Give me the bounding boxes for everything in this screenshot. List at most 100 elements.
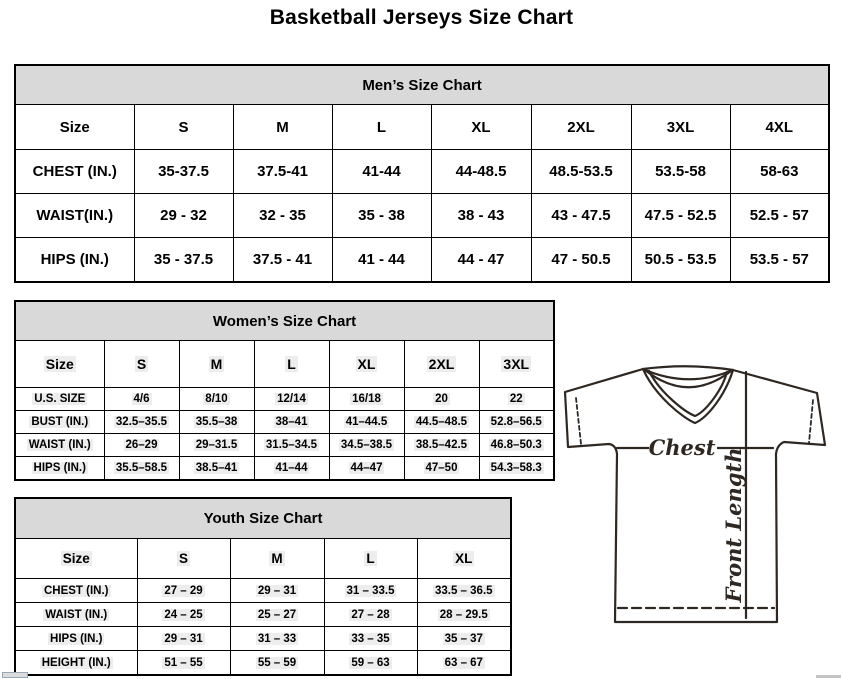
mens-value: 48.5-53.5 — [549, 163, 613, 180]
mens-value-cell: 35 - 38 — [331, 193, 432, 238]
mens-column-header: 4XL — [729, 104, 830, 150]
mens-column-header-label: Size — [59, 118, 90, 136]
mens-row-label: WAIST(IN.) — [36, 207, 114, 224]
womens-value: 52.8–56.5 — [488, 416, 544, 428]
mens-column-header-label: M — [276, 118, 289, 136]
right-cuff-dashed-seam — [808, 399, 814, 444]
mens-column-header-label: 3XL — [666, 118, 695, 136]
womens-column-header-label: S — [134, 356, 149, 372]
womens-value-cell: 31.5–34.5 — [253, 433, 330, 457]
mens-column-header: XL — [430, 104, 532, 150]
jersey-outline — [563, 365, 827, 624]
womens-value-cell: 26–29 — [103, 433, 180, 457]
youth-value-cell: 27 – 28 — [323, 602, 418, 627]
womens-column-header-label: Size — [43, 356, 76, 372]
youth-table-row: CHEST (IN.) 27 – 29 29 – 31 31 – 33.5 33.5 –… — [14, 578, 512, 603]
youth-column-header: Size — [14, 538, 138, 579]
mens-column-header: 2XL — [530, 104, 632, 150]
mens-value-cell: 52.5 - 57 — [729, 193, 830, 238]
youth-row-label: WAIST (IN.) — [43, 608, 110, 621]
womens-value-cell: 41–44.5 — [328, 410, 405, 434]
mens-value-cell: 41 - 44 — [331, 237, 432, 283]
mens-column-header-label: XL — [471, 118, 491, 136]
womens-column-header: 2XL — [403, 340, 480, 388]
mens-column-header: 3XL — [630, 104, 731, 150]
womens-table-title: Women’s Size Chart — [14, 300, 555, 341]
mens-column-header-label: S — [178, 118, 189, 136]
youth-value: 55 – 59 — [255, 656, 299, 669]
youth-row-label-cell: HIPS (IN.) — [14, 626, 138, 651]
mens-table-row: CHEST (IN.) 35-37.5 37.5-41 41-44 44-48.5 48.… — [14, 149, 830, 194]
womens-value-cell: 34.5–38.5 — [328, 433, 405, 457]
womens-column-header-label: 3XL — [501, 356, 532, 372]
womens-table-row: WAIST (IN.) 26–29 29–31.5 31.5–34.5 34.5–38.… — [14, 433, 555, 457]
youth-table-row: HEIGHT (IN.) 51 – 55 55 – 59 59 – 63 63 – 67 — [14, 650, 512, 676]
youth-value: 63 – 67 — [442, 656, 485, 669]
youth-value-cell: 25 – 27 — [229, 602, 325, 627]
youth-row-label: CHEST (IN.) — [41, 584, 111, 597]
youth-value-cell: 33.5 – 36.5 — [416, 578, 512, 603]
youth-table-row: HIPS (IN.) 29 – 31 31 – 33 33 – 35 35 – 37 — [14, 626, 512, 651]
womens-table-row: U.S. SIZE 4/6 8/10 12/14 16/18 20 22 — [14, 387, 555, 411]
mens-value-cell: 35-37.5 — [133, 149, 234, 194]
mens-value: 43 - 47.5 — [551, 207, 611, 224]
womens-column-header-label: XL — [355, 356, 378, 372]
womens-value-cell: 38.5–41 — [178, 456, 255, 481]
youth-value-cell: 28 – 29.5 — [416, 602, 512, 627]
womens-value: 54.3–58.3 — [488, 462, 544, 474]
womens-value-cell: 12/14 — [253, 387, 330, 411]
youth-table-row: WAIST (IN.) 24 – 25 25 – 27 27 – 28 28 – 29.… — [14, 602, 512, 627]
youth-row-label-cell: HEIGHT (IN.) — [14, 650, 138, 676]
womens-value: 35.5–38 — [193, 416, 240, 428]
mens-value-cell: 53.5 - 57 — [729, 237, 830, 283]
youth-value: 29 – 31 — [162, 632, 205, 645]
womens-value-cell: 38–41 — [253, 410, 330, 434]
youth-column-header-label: Size — [60, 551, 92, 566]
mens-value-cell: 29 - 32 — [133, 193, 234, 238]
mens-value-cell: 41-44 — [331, 149, 432, 194]
mens-column-header: L — [331, 104, 432, 150]
womens-row-label: WAIST (IN.) — [26, 439, 93, 451]
mens-value: 41 - 44 — [358, 251, 405, 268]
mens-value-cell: 47.5 - 52.5 — [630, 193, 731, 238]
womens-value: 29–31.5 — [193, 439, 240, 451]
youth-value-cell: 33 – 35 — [323, 626, 418, 651]
womens-value: 38.5–41 — [193, 462, 240, 474]
mens-value: 35 - 38 — [358, 207, 405, 224]
mens-column-header: Size — [14, 104, 135, 150]
mens-table-title: Men’s Size Chart — [14, 64, 830, 105]
collar-band-curve-2 — [643, 368, 733, 389]
womens-row-label-cell: U.S. SIZE — [14, 387, 105, 411]
womens-value: 12/14 — [275, 393, 308, 405]
womens-column-header: XL — [328, 340, 405, 388]
youth-value-cell: 24 – 25 — [136, 602, 231, 627]
mens-value: 29 - 32 — [160, 207, 207, 224]
collar-band-curve-1 — [641, 367, 735, 381]
womens-column-header: Size — [14, 340, 105, 388]
youth-value: 33.5 – 36.5 — [432, 584, 495, 597]
youth-column-header: S — [136, 538, 231, 579]
womens-column-header: L — [253, 340, 330, 388]
mens-value: 35-37.5 — [158, 163, 209, 180]
youth-value: 31 – 33.5 — [344, 584, 397, 597]
mens-value-cell: 44 - 47 — [430, 237, 532, 283]
youth-value-cell: 27 – 29 — [136, 578, 231, 603]
youth-column-header-label: M — [269, 551, 285, 566]
womens-value-cell: 35.5–38 — [178, 410, 255, 434]
mens-column-header-label: 4XL — [765, 118, 794, 136]
mens-value: 58-63 — [760, 163, 799, 180]
youth-column-header-label: XL — [453, 551, 475, 566]
womens-column-header: S — [103, 340, 180, 388]
womens-value: 35.5–58.5 — [113, 462, 170, 474]
mens-row-label-cell: WAIST(IN.) — [14, 193, 135, 238]
mens-value-cell: 32 - 35 — [232, 193, 333, 238]
womens-value-cell: 22 — [478, 387, 555, 411]
mens-table-row: WAIST(IN.) 29 - 32 32 - 35 35 - 38 38 - 43 43… — [14, 193, 830, 238]
mens-row-label: CHEST (IN.) — [32, 163, 117, 180]
mens-value: 32 - 35 — [259, 207, 306, 224]
womens-value: 22 — [507, 393, 525, 405]
womens-value-cell: 54.3–58.3 — [478, 456, 555, 481]
scrollbar-fragment-right — [816, 675, 841, 678]
mens-column-header-label: 2XL — [567, 118, 595, 136]
